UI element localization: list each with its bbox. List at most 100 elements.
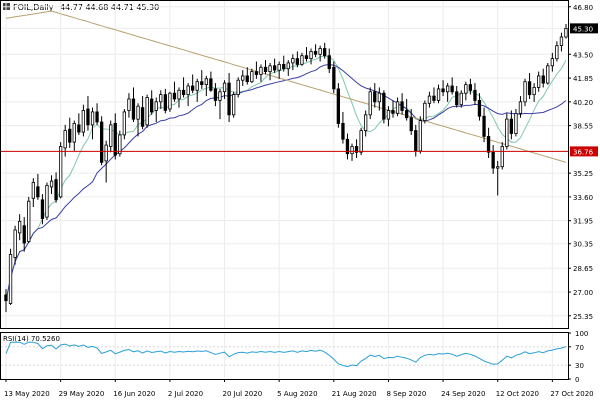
candle — [86, 96, 90, 131]
candle-body — [373, 91, 377, 103]
candle — [309, 48, 313, 65]
candle-body — [423, 102, 427, 122]
candle-body — [45, 184, 49, 218]
candle — [486, 127, 491, 159]
candle — [168, 91, 172, 112]
price-tick-label: 28.65 — [573, 265, 593, 273]
candle — [377, 87, 382, 111]
candle-body — [72, 123, 76, 143]
candle-body — [304, 55, 309, 60]
candle — [13, 225, 17, 265]
price-tick-label: 30.35 — [573, 241, 593, 249]
candle-body — [459, 92, 463, 106]
candle-body — [40, 199, 45, 219]
candle-body — [386, 110, 391, 120]
candle — [236, 77, 240, 98]
price-tick-label: 38.55 — [573, 123, 593, 131]
moving-average-slow — [5, 10, 567, 163]
candle-body — [59, 146, 63, 198]
candle — [445, 83, 450, 102]
candle-body — [159, 94, 163, 103]
candle — [505, 113, 509, 150]
rsi-tick-label: 70 — [575, 344, 584, 352]
candle-body — [90, 111, 95, 126]
candle — [382, 90, 386, 124]
candle — [231, 91, 236, 118]
candle-body — [445, 85, 450, 93]
candle — [336, 83, 341, 128]
candle-body — [272, 65, 277, 71]
candle — [127, 93, 131, 118]
candle-body — [332, 66, 336, 90]
price-tick-label: 31.95 — [573, 218, 593, 226]
candle — [172, 81, 177, 102]
candle-body — [81, 110, 85, 133]
candle-body — [109, 124, 113, 147]
candle — [159, 90, 163, 110]
candle — [518, 96, 523, 118]
candle — [300, 52, 304, 66]
candle-body — [181, 89, 186, 96]
candle-body — [200, 81, 204, 85]
price-tag-last-bg — [570, 23, 598, 34]
candle — [209, 71, 213, 92]
candle-body — [368, 91, 372, 116]
candle — [4, 289, 8, 313]
candle — [100, 116, 104, 166]
candle — [359, 127, 363, 156]
candle-body — [523, 81, 527, 103]
price-tick-label: 41.85 — [573, 75, 593, 83]
candle — [27, 196, 31, 244]
candle — [131, 87, 136, 123]
candle — [140, 96, 145, 130]
candle — [118, 130, 122, 157]
candle — [418, 116, 423, 154]
candle — [282, 55, 286, 72]
candle-body — [473, 89, 477, 101]
candle-body — [113, 123, 117, 156]
candle — [441, 80, 445, 97]
candle-body — [559, 36, 564, 47]
candle-body — [309, 51, 313, 60]
candle — [537, 71, 541, 92]
candle — [181, 77, 186, 98]
candle-body — [68, 128, 72, 143]
candle-body — [518, 101, 523, 114]
candle-body — [455, 91, 459, 106]
candle-body — [286, 62, 290, 70]
candle-body — [277, 64, 281, 71]
candle-body — [31, 182, 35, 199]
candle-body — [300, 55, 304, 65]
candle-body — [532, 87, 536, 96]
candle-body — [282, 64, 286, 70]
rsi-axis: 0 30 70 100 — [568, 330, 588, 384]
candle — [482, 107, 486, 143]
price-tag-last: 45.30 — [573, 25, 593, 33]
symbol-label: FOIL,Daily — [13, 3, 54, 12]
candle — [368, 87, 372, 120]
candle — [427, 91, 432, 108]
candle-body — [63, 130, 67, 149]
candle-body — [17, 220, 22, 234]
chart-header: FOIL,Daily 44.77 44.68 44.71 45.30 — [3, 3, 159, 12]
candle-body — [564, 27, 568, 38]
candle — [40, 194, 45, 225]
candle — [514, 109, 518, 137]
candle-body — [391, 110, 395, 114]
candle — [31, 178, 35, 207]
candle — [559, 32, 564, 52]
price-tick-label: 33.60 — [573, 194, 593, 202]
candle — [436, 84, 441, 104]
candle-body — [254, 71, 259, 75]
candle-body — [154, 101, 158, 111]
candle — [327, 48, 331, 74]
candle-body — [259, 66, 263, 75]
candle-body — [118, 134, 122, 155]
candle-body — [140, 107, 145, 127]
candle — [350, 143, 354, 161]
candle-body — [477, 100, 482, 117]
candle — [277, 61, 281, 79]
candle-body — [318, 48, 322, 55]
candle-body — [441, 88, 445, 93]
